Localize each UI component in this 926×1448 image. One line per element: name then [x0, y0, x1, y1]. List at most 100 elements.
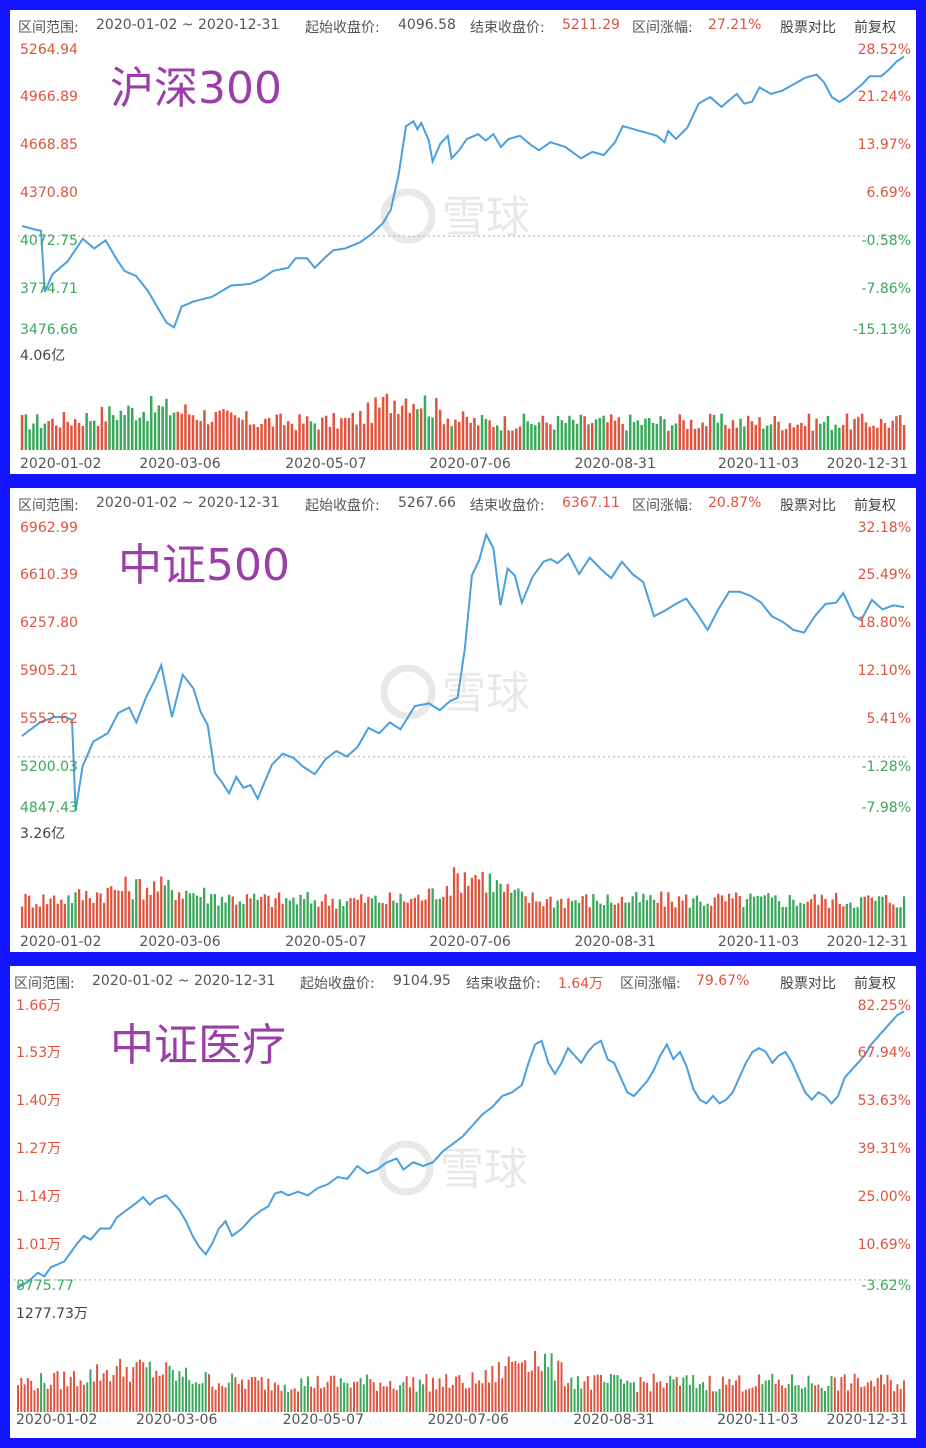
volume-bar	[270, 907, 274, 928]
volume-bar	[160, 876, 163, 928]
volume-bar	[538, 901, 541, 928]
x-tick-label: 2020-01-02	[20, 456, 101, 472]
volume-bar	[822, 422, 826, 450]
volume-max-label: 4.06亿	[20, 348, 65, 364]
volume-bar	[826, 415, 830, 450]
volume-bar	[332, 413, 335, 450]
volume-bar	[85, 890, 88, 928]
volume-bar	[214, 1389, 217, 1412]
volume-bar	[652, 1373, 655, 1412]
volume-bar	[705, 1390, 708, 1412]
volume-bar	[746, 415, 750, 450]
volume-bar	[214, 411, 218, 450]
volume-bar	[93, 420, 96, 450]
volume-bar	[792, 427, 795, 450]
volume-bar	[106, 887, 109, 928]
start-close-label: 起始收盘价:	[305, 20, 380, 36]
x-tick-label: 2020-03-06	[139, 934, 220, 950]
volume-bar	[567, 1383, 570, 1412]
adjust-button[interactable]: 前复权	[854, 498, 896, 514]
volume-bar	[353, 1381, 355, 1412]
volume-bar	[49, 1384, 52, 1412]
volume-bar	[226, 410, 229, 450]
volume-bar	[125, 1366, 128, 1412]
volume-bar	[131, 899, 134, 928]
compare-button[interactable]: 股票对比	[780, 20, 836, 36]
volume-bar	[688, 907, 691, 928]
volume-bar	[610, 902, 613, 928]
range-value: 2020-01-02 ~ 2020-12-31	[96, 495, 280, 511]
compare-button[interactable]: 股票对比	[780, 498, 836, 514]
x-tick-label: 2020-12-31	[827, 934, 908, 950]
volume-bar	[370, 898, 374, 928]
volume-bar	[306, 1376, 309, 1412]
volume-bar	[20, 1377, 23, 1412]
x-tick-label: 2020-08-31	[575, 934, 656, 950]
volume-bar	[477, 425, 480, 450]
volume-bar	[701, 422, 704, 450]
chart-header: 区间范围: 2020-01-02 ~ 2020-12-31 起始收盘价: 910…	[10, 966, 916, 996]
volume-bar	[705, 426, 708, 450]
volume-bar	[877, 896, 881, 928]
compare-button[interactable]: 股票对比	[780, 976, 836, 992]
volume-bar	[283, 425, 286, 450]
volume-bar	[796, 424, 799, 450]
volume-bar	[119, 1358, 122, 1412]
x-tick-label: 2020-08-31	[575, 456, 656, 472]
volume-bar	[400, 405, 404, 450]
volume-bar	[67, 895, 70, 928]
y-tick-label-right: 53.63%	[858, 1093, 911, 1109]
volume-bar	[460, 892, 463, 928]
volume-bar	[860, 897, 863, 928]
volume-bar	[485, 892, 488, 928]
volume-bar	[727, 428, 731, 450]
start-close-value: 9104.95	[393, 973, 451, 989]
volume-bar	[540, 1371, 543, 1412]
volume-bar	[549, 424, 552, 450]
volume-bar	[542, 906, 545, 928]
volume-bar	[169, 415, 172, 450]
volume-bar	[847, 1390, 849, 1412]
volume-bar	[412, 1377, 415, 1412]
volume-bar	[124, 876, 127, 928]
volume-bar	[31, 907, 34, 928]
volume-bar	[880, 1374, 882, 1412]
volume-bar	[695, 1388, 698, 1412]
volume-bar	[629, 1382, 632, 1412]
volume-bar	[333, 1375, 336, 1412]
volume-bar	[830, 1376, 833, 1412]
volume-bar	[749, 893, 752, 928]
volume-bar	[410, 899, 413, 928]
volume-bar	[431, 417, 434, 450]
volume-bar	[889, 1380, 892, 1412]
volume-bar	[868, 426, 871, 450]
volume-bar	[349, 1387, 352, 1412]
volume-bar	[99, 893, 102, 928]
volume-bar	[156, 891, 159, 928]
x-tick-label: 2020-11-03	[718, 934, 799, 950]
volume-bar	[902, 896, 906, 928]
volume-bar	[496, 425, 499, 450]
adjust-button[interactable]: 前复权	[854, 976, 896, 992]
volume-bar	[887, 427, 891, 450]
volume-bar	[388, 892, 391, 928]
volume-bar	[560, 1362, 563, 1412]
volume-bar	[417, 894, 420, 928]
volume-bar	[896, 1384, 899, 1412]
volume-bar	[56, 903, 59, 928]
change-label: 区间涨幅:	[620, 976, 681, 992]
adjust-button[interactable]: 前复权	[854, 20, 896, 36]
volume-bar	[652, 899, 656, 928]
change-label: 区间涨幅:	[632, 20, 693, 36]
y-tick-label: 4847.43	[20, 800, 78, 816]
y-tick-label-right: 25.00%	[858, 1189, 911, 1205]
watermark-logo-icon	[378, 1140, 434, 1196]
volume-bar	[452, 867, 456, 928]
volume-bar	[824, 898, 827, 928]
volume-bar	[74, 892, 77, 928]
volume-bar	[857, 416, 860, 450]
volume-bar	[773, 416, 776, 450]
y-tick-label-right: -0.58%	[861, 233, 911, 249]
volume-bar	[355, 424, 358, 450]
x-tick-label: 2020-12-31	[827, 456, 908, 472]
